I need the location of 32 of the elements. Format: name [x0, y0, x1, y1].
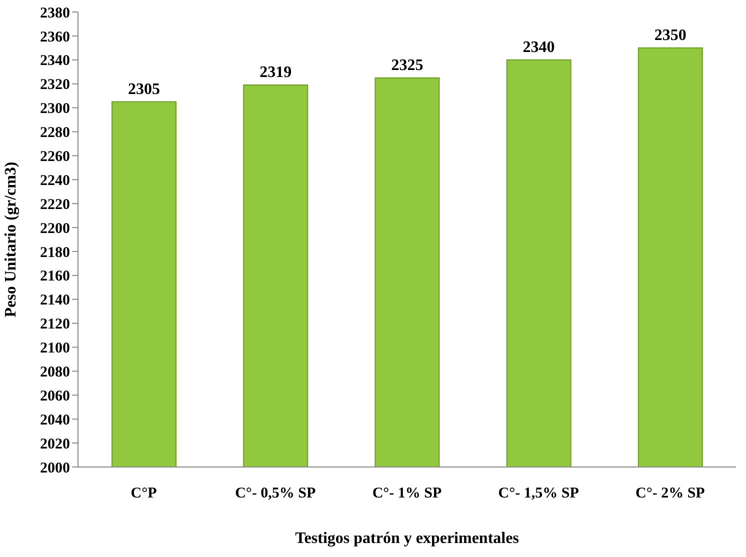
y-tick-label: 2260 [40, 149, 70, 166]
y-tick-label: 2180 [40, 244, 70, 261]
y-axis-title: Peso Unitario (gr/cm3) [2, 162, 20, 318]
y-tick-label: 2160 [40, 268, 70, 285]
y-tick-label: 2100 [40, 340, 70, 357]
y-tick-label: 2020 [40, 436, 70, 452]
x-tick-label: C°- 2% SP [636, 486, 705, 502]
y-tick-label: 2380 [40, 5, 70, 22]
y-tick-label: 2220 [40, 196, 70, 213]
x-tick-label: C°P [130, 486, 157, 502]
y-tick-label: 2140 [40, 292, 70, 309]
data-label: 2350 [654, 26, 686, 44]
y-tick-label: 2040 [40, 412, 70, 428]
y-tick-label: 2120 [40, 316, 70, 333]
x-axis-title: Testigos patrón y experimentales [295, 530, 519, 547]
y-tick-label: 2300 [40, 101, 70, 118]
data-label: 2325 [391, 56, 424, 74]
y-tick-label: 2080 [40, 364, 70, 381]
y-tick-label: 2280 [40, 125, 70, 142]
x-tick-label: C°- 1,5% SP [498, 486, 579, 502]
y-tick-label: 2240 [40, 172, 70, 189]
y-tick-label: 2000 [40, 460, 70, 476]
y-tick-label: 2060 [40, 388, 70, 404]
data-label: 2305 [128, 80, 160, 98]
x-tick-label: C°- 1% SP [372, 486, 442, 502]
data-label: 2319 [260, 64, 292, 82]
y-tick-label: 2360 [40, 29, 70, 46]
y-tick-label: 2200 [40, 220, 70, 237]
data-label: 2340 [522, 38, 555, 56]
x-tick-label: C°- 0,5% SP [235, 486, 316, 502]
y-tick-label: 2320 [40, 77, 70, 94]
y-tick-label: 2340 [40, 53, 70, 70]
